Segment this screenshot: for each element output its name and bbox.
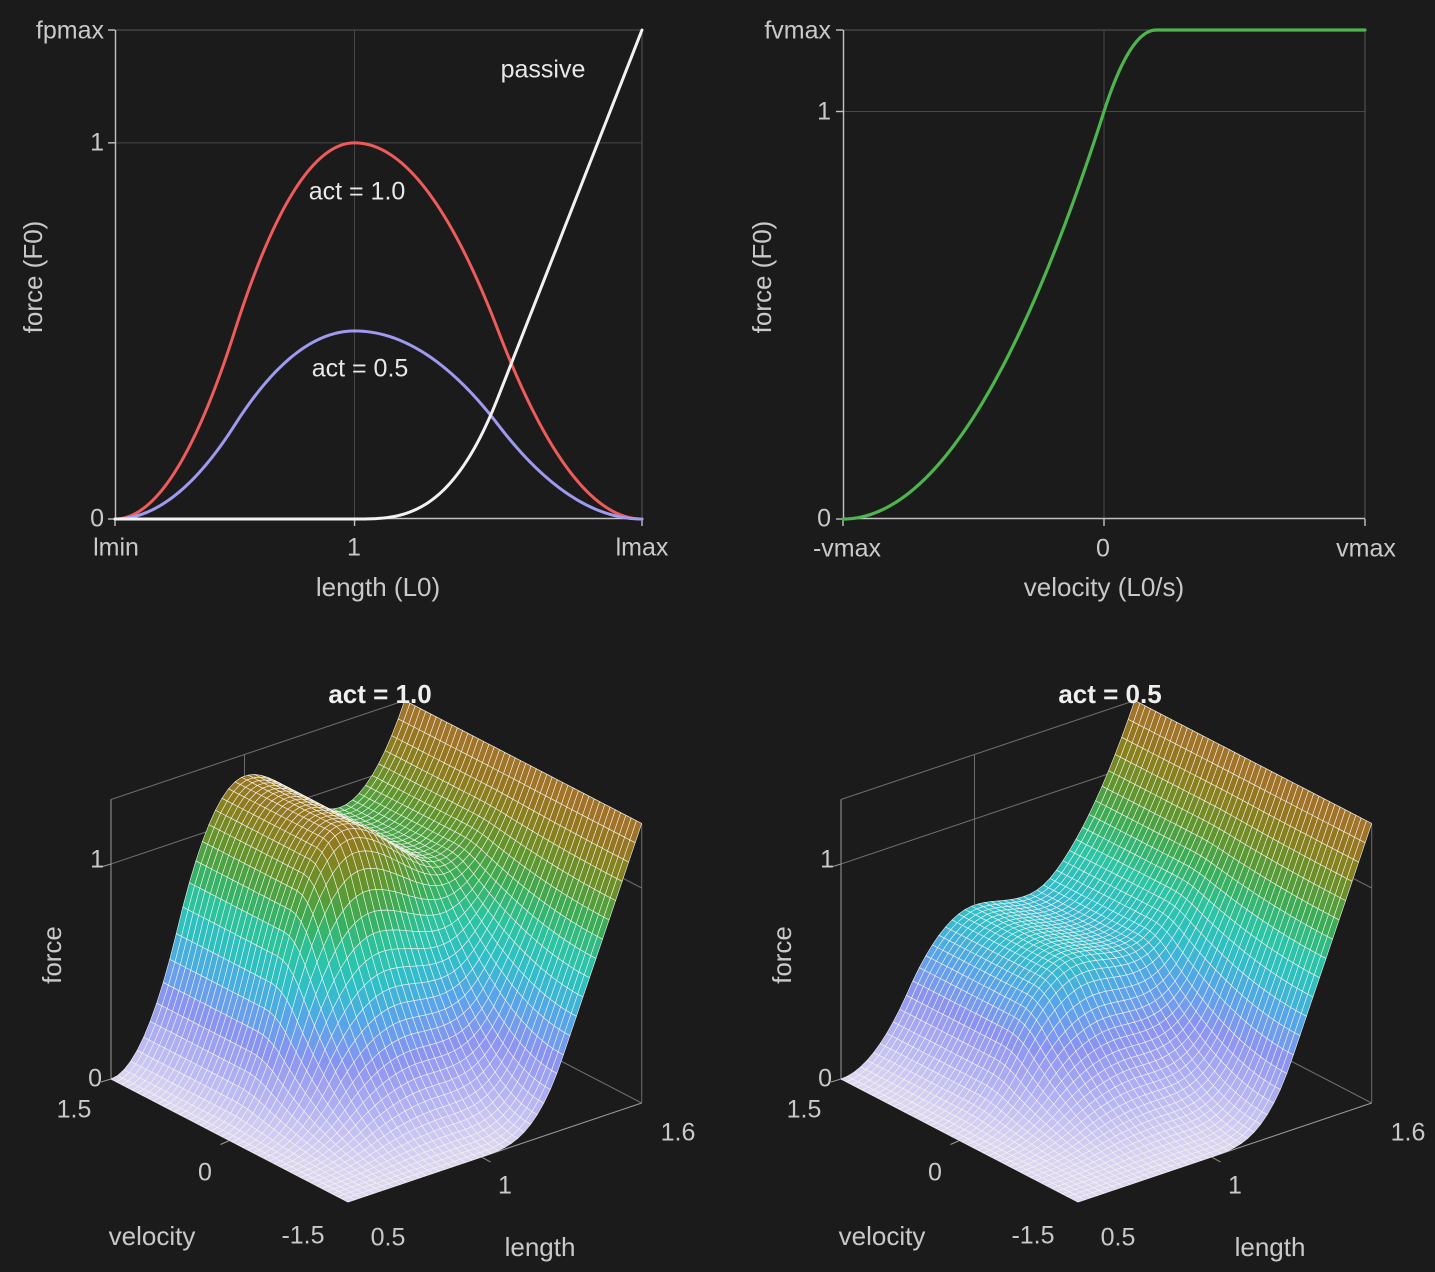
fv-ytick-0: 0 [817, 504, 831, 533]
fl-ylabel: force (F0) [18, 220, 48, 334]
fl-ytick-fpmax: fpmax [35, 16, 104, 45]
fl-annotation-act-1: act = 1.0 [308, 177, 406, 206]
fv-ytick-1: 1 [817, 97, 831, 126]
surface1-zlabel: force [37, 926, 67, 984]
surface1-vtick-neg: -1.5 [281, 1221, 325, 1250]
surface2-zlabel: force [767, 926, 797, 984]
fl-xtick-1: 1 [347, 533, 361, 562]
fv-xlabel: velocity (L0/s) [1023, 572, 1185, 602]
fl-annotation-passive: passive [500, 55, 586, 84]
fl-ytick-1: 1 [90, 128, 104, 157]
surface-plot-act-1-canvas [0, 672, 720, 1272]
surface1-title: act = 1.0 [328, 679, 432, 709]
fl-ytick-0: 0 [90, 504, 104, 533]
surface2-ltick-1: 1 [1228, 1171, 1242, 1200]
fl-xlabel: length (L0) [315, 572, 441, 602]
surface1-ltick-1: 1 [498, 1171, 512, 1200]
surface1-vtick-pos: 1.5 [56, 1095, 92, 1124]
fv-xtick-vmax: vmax [1336, 534, 1396, 563]
surface2-ltick-min: 0.5 [1100, 1223, 1136, 1252]
surface2-ylabel: velocity [838, 1221, 926, 1251]
fv-xtick-0: 0 [1096, 534, 1110, 563]
surface2-vtick-neg: -1.5 [1011, 1221, 1055, 1250]
line-plots-svg [108, 28, 1367, 526]
fv-xtick-negvmax: -vmax [812, 534, 882, 563]
surface2-ztick-0: 0 [818, 1064, 832, 1093]
surface2-title: act = 0.5 [1058, 679, 1162, 709]
fv-ylabel: force (F0) [747, 220, 777, 334]
fl-xtick-lmin: lmin [93, 533, 139, 562]
surface1-vtick-0: 0 [198, 1158, 212, 1187]
fl-annotation-act-05: act = 0.5 [311, 354, 409, 383]
fv-ytick-fvmax: fvmax [764, 16, 831, 45]
surface1-ztick-1: 1 [90, 845, 104, 874]
surface2-vtick-0: 0 [928, 1158, 942, 1187]
surface-plot-act-05-canvas [715, 672, 1435, 1272]
surface1-ylabel: velocity [108, 1221, 196, 1251]
surface2-ztick-1: 1 [820, 845, 834, 874]
surface1-ltick-max: 1.6 [660, 1118, 696, 1147]
surface1-xlabel: length [504, 1232, 576, 1262]
surface2-xlabel: length [1234, 1232, 1306, 1262]
surface1-ztick-0: 0 [88, 1064, 102, 1093]
surface1-ltick-min: 0.5 [370, 1223, 406, 1252]
fl-xtick-lmax: lmax [615, 533, 669, 562]
surface2-ltick-max: 1.6 [1390, 1118, 1426, 1147]
surface2-vtick-pos: 1.5 [786, 1095, 822, 1124]
